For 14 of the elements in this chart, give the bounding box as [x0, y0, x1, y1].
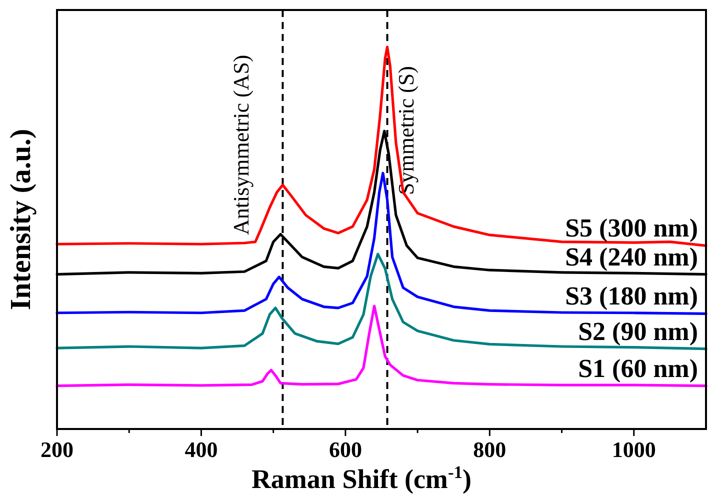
- series-label: S3 (180 nm): [565, 282, 698, 311]
- series-label: S1 (60 nm): [578, 354, 698, 383]
- series-label: S5 (300 nm): [565, 214, 698, 243]
- x-tick-label: 1000: [612, 437, 656, 462]
- series-label: S2 (90 nm): [578, 316, 698, 346]
- x-tick-label: 400: [184, 437, 218, 462]
- y-axis-title: Intensity (a.u.): [5, 128, 37, 310]
- x-tick-label: 800: [473, 437, 506, 462]
- x-axis-title: Raman Shift (cm$^{-1}$): [251, 462, 472, 494]
- ref-line-label: Symmetric (S): [393, 66, 418, 195]
- x-tick-label: 200: [40, 437, 74, 462]
- ref-line-label: Antisymmetric (AS): [228, 54, 254, 235]
- series-label: S4 (240 nm): [565, 242, 698, 272]
- x-tick-label: 600: [328, 437, 362, 462]
